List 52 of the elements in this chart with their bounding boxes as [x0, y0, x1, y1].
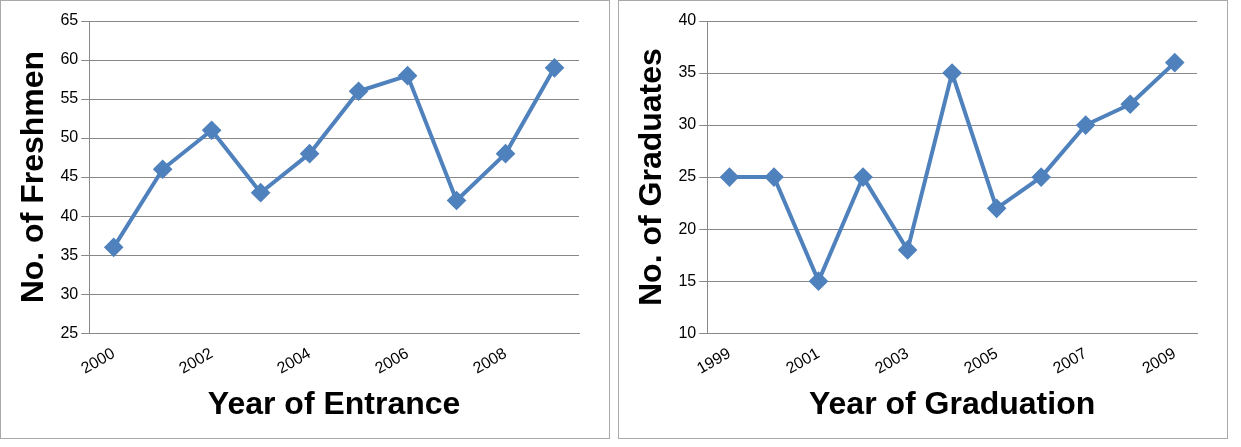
y-axis-title: No. of Freshmen — [14, 50, 51, 304]
x-tick-label: 2009 — [1139, 344, 1179, 377]
y-tick-label: 35 — [678, 63, 697, 81]
point — [809, 272, 828, 291]
point — [943, 64, 962, 83]
x-tick-label: 2003 — [871, 344, 912, 377]
y-tick-label: 25 — [678, 167, 697, 185]
point — [496, 144, 515, 163]
y-tick-label: 60 — [60, 50, 79, 68]
point — [251, 183, 270, 202]
point — [1076, 116, 1095, 135]
point — [987, 199, 1006, 218]
point — [349, 82, 368, 101]
point — [545, 58, 564, 77]
point — [300, 144, 319, 163]
point — [398, 66, 417, 85]
point — [202, 121, 221, 140]
point — [898, 240, 917, 259]
point — [720, 168, 739, 187]
point — [104, 238, 123, 257]
x-tick-label: 2007 — [1050, 344, 1090, 377]
x-tick-label: 2008 — [469, 344, 510, 377]
x-tick-label: 2005 — [961, 344, 1001, 377]
x-tick-label: 2001 — [782, 344, 823, 377]
y-tick-label: 45 — [60, 167, 79, 185]
x-tick-label: 2000 — [78, 344, 118, 377]
y-tick-label: 20 — [678, 219, 697, 237]
y-axis-title: No. of Graduates — [632, 48, 669, 306]
y-tick-label: 30 — [60, 284, 79, 302]
y-tick-label: 55 — [60, 89, 79, 107]
point — [447, 191, 466, 210]
point — [854, 168, 873, 187]
x-axis-title: Year of Graduation — [808, 384, 1096, 421]
point — [1165, 53, 1184, 72]
y-tick-label: 35 — [60, 245, 79, 263]
y-tick-label: 15 — [678, 271, 697, 289]
y-tick-label: 50 — [60, 128, 79, 146]
point — [153, 160, 172, 179]
x-tick-label: 2004 — [274, 344, 314, 377]
x-tick-label: 2002 — [176, 344, 216, 377]
y-tick-label: 65 — [60, 11, 79, 29]
x-axis-title: Year of Entrance — [207, 384, 461, 421]
x-tick-label: 1999 — [693, 344, 734, 377]
y-tick-label: 10 — [678, 323, 697, 341]
point — [1121, 95, 1140, 114]
y-tick-label: 25 — [60, 323, 79, 341]
x-tick-label: 2006 — [371, 344, 412, 377]
y-tick-label: 30 — [678, 115, 697, 133]
point — [764, 168, 783, 187]
y-tick-label: 40 — [60, 206, 79, 224]
point — [1032, 168, 1051, 187]
y-tick-label: 40 — [678, 11, 697, 29]
